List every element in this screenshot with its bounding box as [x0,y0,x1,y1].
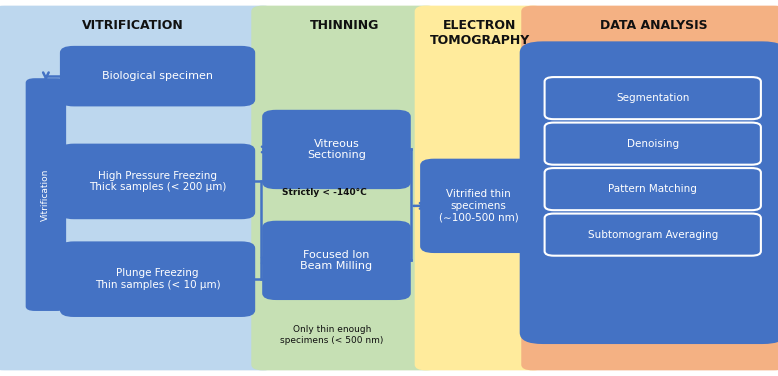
FancyBboxPatch shape [60,46,255,106]
FancyBboxPatch shape [545,168,761,210]
FancyBboxPatch shape [26,78,66,311]
Text: Strictly < -140°C: Strictly < -140°C [282,188,366,197]
FancyBboxPatch shape [415,6,545,370]
Text: THINNING: THINNING [310,19,380,32]
Text: VITRIFICATION: VITRIFICATION [82,19,184,32]
FancyBboxPatch shape [545,77,761,119]
Text: High Pressure Freezing
Thick samples (< 200 μm): High Pressure Freezing Thick samples (< … [89,171,226,192]
Text: Vitreous
Sectioning: Vitreous Sectioning [307,139,366,160]
Text: Focused Ion
Beam Milling: Focused Ion Beam Milling [300,250,373,271]
Text: DATA ANALYSIS: DATA ANALYSIS [600,19,707,32]
Text: Vitrification: Vitrification [41,168,51,221]
FancyBboxPatch shape [262,221,411,300]
Text: ELECTRON
TOMOGRAPHY: ELECTRON TOMOGRAPHY [430,19,530,47]
FancyBboxPatch shape [521,6,778,370]
FancyBboxPatch shape [60,241,255,317]
FancyBboxPatch shape [60,144,255,219]
Text: Denoising: Denoising [627,139,678,149]
FancyBboxPatch shape [420,159,538,253]
FancyBboxPatch shape [262,110,411,189]
Text: Pattern Matching: Pattern Matching [608,184,697,194]
FancyBboxPatch shape [545,214,761,256]
Text: Only thin enough
specimens (< 500 nm): Only thin enough specimens (< 500 nm) [280,325,384,345]
Text: Plunge Freezing
Thin samples (< 10 μm): Plunge Freezing Thin samples (< 10 μm) [95,268,220,290]
Text: Vitrified thin
specimens
(∼100-500 nm): Vitrified thin specimens (∼100-500 nm) [439,189,519,223]
FancyBboxPatch shape [0,6,275,370]
FancyBboxPatch shape [520,41,778,344]
Text: Subtomogram Averaging: Subtomogram Averaging [587,230,718,240]
Text: Biological specimen: Biological specimen [102,71,213,81]
FancyBboxPatch shape [251,6,438,370]
Text: Segmentation: Segmentation [616,93,689,103]
FancyBboxPatch shape [545,123,761,165]
